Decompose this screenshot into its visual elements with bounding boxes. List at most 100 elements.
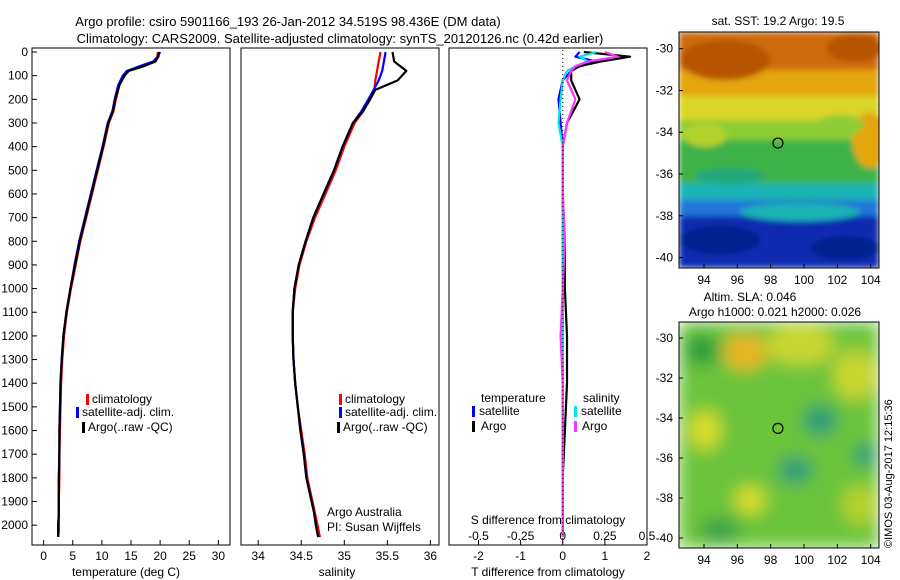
y-tick-label: 1600 [1, 424, 28, 438]
s-tick-label: 0.5 [639, 529, 656, 543]
y-tick-label: 800 [8, 234, 28, 248]
legend-swatch-s-argo [574, 421, 577, 432]
temperature-panel: 0100200300400500600700800900100011001200… [1, 45, 231, 579]
legend-swatch-t-argo [472, 421, 475, 432]
sla-map-lon-axis: 94 96 98 100 102 104 [697, 544, 881, 567]
lon-tick-label: 100 [794, 273, 814, 287]
header-line2: Climatology: CARS2009. Satellite-adjuste… [77, 31, 604, 46]
lat-tick-label: -34 [656, 125, 674, 139]
y-tick-label: 600 [8, 187, 28, 201]
legend-label-satellite-adj: satellite-adj. clim. [82, 405, 174, 419]
sla-map-lat-axis: -30 -32 -34 -36 -38 -40 [656, 331, 683, 545]
x-tick-label: 35 [338, 549, 352, 563]
temperature-series [57, 51, 162, 537]
legend-label-argo: Argo(..raw -QC) [88, 420, 173, 434]
lon-tick-label: 100 [794, 553, 814, 567]
argo-australia-label: Argo Australia [327, 505, 402, 519]
legend-label-s-satellite: satellite [581, 404, 622, 418]
legend-label-t-argo: Argo [481, 419, 507, 433]
x-tick-label: -2 [473, 549, 484, 563]
difference-series [557, 50, 632, 543]
lat-tick-label: -32 [656, 83, 674, 97]
legend-swatch-s-satellite [574, 406, 577, 417]
y-tick-label: 1700 [1, 447, 28, 461]
y-tick-label: 0 [21, 45, 28, 59]
legend-swatch-climatology [339, 394, 342, 405]
y-tick-label: 200 [8, 92, 28, 106]
lon-tick-label: 94 [697, 553, 711, 567]
y-tick-label: 1400 [1, 376, 28, 390]
legend-swatch-argo [82, 422, 85, 433]
sla-map-title: Altim. SLA: 0.046 [704, 290, 797, 304]
legend-label-s-argo: Argo [582, 419, 608, 433]
legend-label-climatology: climatology [345, 392, 405, 406]
y-tick-label: 900 [8, 258, 28, 272]
lat-tick-label: -40 [656, 531, 674, 545]
x-tick-label: 34 [252, 549, 266, 563]
t-difference-xlabel: T difference from climatology [471, 565, 625, 579]
legend-label-satellite-adj: satellite-adj. clim. [345, 405, 437, 419]
lat-tick-label: -34 [656, 411, 674, 425]
lon-tick-label: 98 [764, 273, 778, 287]
x-tick-label: 0 [559, 549, 566, 563]
x-tick-label: 0 [40, 549, 47, 563]
sst-heatmap [679, 32, 879, 268]
s-tick-label: -0.25 [507, 529, 535, 543]
y-tick-label: 1100 [2, 305, 28, 319]
lat-tick-label: -36 [656, 451, 674, 465]
y-tick-label: 1500 [1, 400, 28, 414]
legend-swatch-satellite-adj [339, 407, 342, 418]
lon-tick-label: 96 [731, 273, 745, 287]
x-tick-label: 5 [69, 549, 76, 563]
x-tick-label: -1 [515, 549, 526, 563]
salinity-x-axis: 34 34.5 35 35.5 36 [252, 540, 438, 563]
lon-tick-label: 104 [861, 553, 881, 567]
y-tick-label: 700 [8, 211, 28, 225]
imos-credit: ©IMOS 03-Aug-2017 12:15:36 [883, 399, 895, 548]
lat-tick-label: -38 [656, 209, 674, 223]
x-tick-label: 10 [95, 549, 109, 563]
sla-map-panel: Altim. SLA: 0.046 Argo h1000: 0.021 h200… [656, 290, 881, 567]
depth-axis: 0 100 200 300 400 500 600 700 800 900 1000 1100 1200… [1, 45, 37, 532]
series-line [291, 51, 408, 538]
s-tick-label: 0.25 [593, 529, 617, 543]
s-difference-xlabel: S difference from climatology [471, 513, 626, 527]
temperature-legend: climatology satellite-adj. clim. Argo(..… [76, 392, 174, 434]
x-tick-label: 36 [424, 549, 438, 563]
lon-tick-label: 98 [764, 553, 778, 567]
series-line [57, 51, 161, 537]
salinity-legend: climatology satellite-adj. clim. Argo(..… [337, 392, 437, 434]
x-tick-label: 20 [153, 549, 167, 563]
lon-tick-label: 102 [827, 273, 847, 287]
lat-tick-label: -32 [656, 371, 674, 385]
x-tick-label: 35.5 [376, 549, 400, 563]
x-tick-label: 2 [644, 549, 651, 563]
legend-swatch-climatology [86, 394, 89, 405]
difference-legend: temperature salinity satellite Argo sate… [472, 391, 622, 433]
sst-map-lat-axis: -30 -32 -34 -36 -38 -40 [656, 42, 683, 265]
salinity-panel: 34 34.5 35 35.5 36 climatology satellite-adj… [240, 47, 440, 579]
lat-tick-label: -36 [656, 167, 674, 181]
sst-map-panel: sat. SST: 19.2 Argo: 19.5 [656, 14, 881, 287]
salinity-series [291, 51, 408, 538]
legend-title-salinity: salinity [583, 391, 620, 405]
legend-swatch-t-satellite [472, 406, 475, 417]
y-tick-label: 1900 [1, 495, 28, 509]
legend-label-argo: Argo(..raw -QC) [343, 420, 428, 434]
lon-tick-label: 94 [697, 273, 711, 287]
y-tick-label: 1300 [1, 353, 28, 367]
s-tick-label: -0.5 [468, 529, 489, 543]
legend-swatch-satellite-adj [76, 407, 79, 418]
sst-map-frame [678, 31, 880, 269]
x-tick-label: 1 [602, 549, 609, 563]
float-position-marker [772, 137, 784, 149]
lon-tick-label: 96 [731, 553, 745, 567]
sla-heatmap [679, 322, 879, 548]
t-difference-x-axis: -2 -1 0 1 2 [473, 540, 651, 563]
temperature-axes-frame [31, 47, 231, 546]
y-tick-label: 400 [8, 140, 28, 154]
sla-map-frame [678, 321, 880, 549]
lat-tick-label: -38 [656, 491, 674, 505]
difference-axes-frame [448, 47, 648, 546]
